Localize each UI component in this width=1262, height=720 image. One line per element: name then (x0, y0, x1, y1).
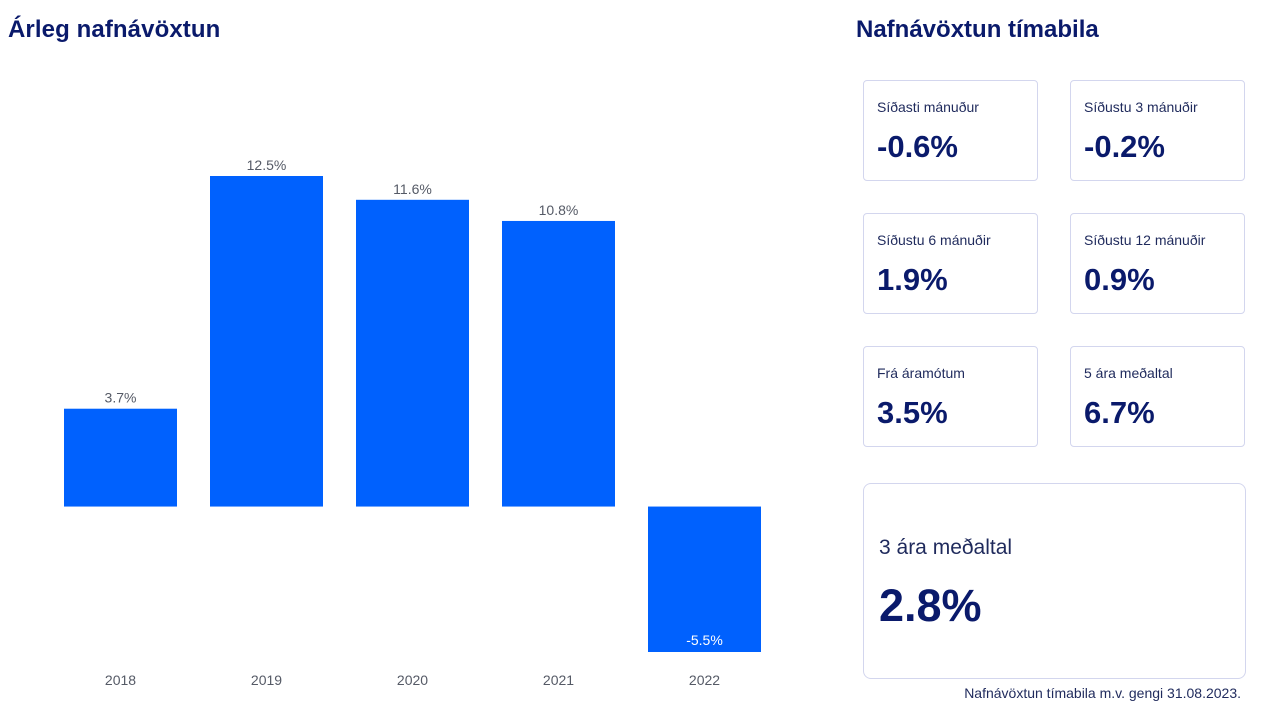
x-tick-label-2022: 2022 (689, 672, 720, 688)
period-card-5-year-average: 5 ára meðaltal 6.7% (1070, 346, 1245, 447)
chart-title: Árleg nafnávöxtun (8, 16, 221, 43)
period-card-value: -0.6% (877, 129, 958, 164)
period-card-value: 0.9% (1084, 262, 1155, 297)
bar-2020 (356, 199, 469, 507)
period-card-3-year-average: 3 ára meðaltal 2.8% (863, 483, 1246, 679)
bar-2021 (502, 220, 615, 507)
data-label-2018: 3.7% (105, 390, 137, 406)
period-card-label: Síðustu 12 mánuðir (1084, 232, 1206, 248)
period-card-last-12-months: Síðustu 12 mánuðir 0.9% (1070, 213, 1245, 314)
x-tick-label-2019: 2019 (251, 672, 282, 688)
bar-2022 (648, 506, 761, 652)
period-card-value: 3.5% (877, 395, 948, 430)
data-label-2019: 12.5% (247, 157, 287, 173)
period-card-year-to-date: Frá áramótum 3.5% (863, 346, 1038, 447)
period-card-last-6-months: Síðustu 6 mánuðir 1.9% (863, 213, 1038, 314)
period-card-label: 3 ára meðaltal (879, 536, 1013, 559)
data-label-2021: 10.8% (539, 202, 579, 218)
period-card-value: 1.9% (877, 262, 948, 297)
period-card-label: Frá áramótum (877, 365, 965, 381)
period-card-last-3-months: Síðustu 3 mánuðir -0.2% (1070, 80, 1245, 181)
period-card-value: 6.7% (1084, 395, 1155, 430)
data-label-2020: 11.6% (393, 181, 432, 197)
period-card-value: 2.8% (879, 580, 982, 631)
bar-2019 (210, 176, 323, 507)
period-card-label: Síðasti mánuður (877, 99, 979, 115)
periods-title: Nafnávöxtun tímabila (856, 16, 1099, 43)
period-card-label: Síðustu 3 mánuðir (1084, 99, 1198, 115)
data-label-2022: -5.5% (686, 632, 723, 648)
footnote: Nafnávöxtun tímabila m.v. gengi 31.08.20… (964, 685, 1241, 701)
period-card-label: 5 ára meðaltal (1084, 365, 1173, 381)
x-tick-label-2020: 2020 (397, 672, 428, 688)
x-tick-label-2018: 2018 (105, 672, 136, 688)
period-card-label: Síðustu 6 mánuðir (877, 232, 991, 248)
x-tick-label-2021: 2021 (543, 672, 574, 688)
period-card-last-month: Síðasti mánuður -0.6% (863, 80, 1038, 181)
annual-return-bar-chart: 3.7% 2018 12.5% 2019 11.6% 2020 10.8% 2021 -5.5%… (64, 157, 761, 688)
period-card-value: -0.2% (1084, 129, 1165, 164)
bar-2018 (64, 408, 177, 507)
